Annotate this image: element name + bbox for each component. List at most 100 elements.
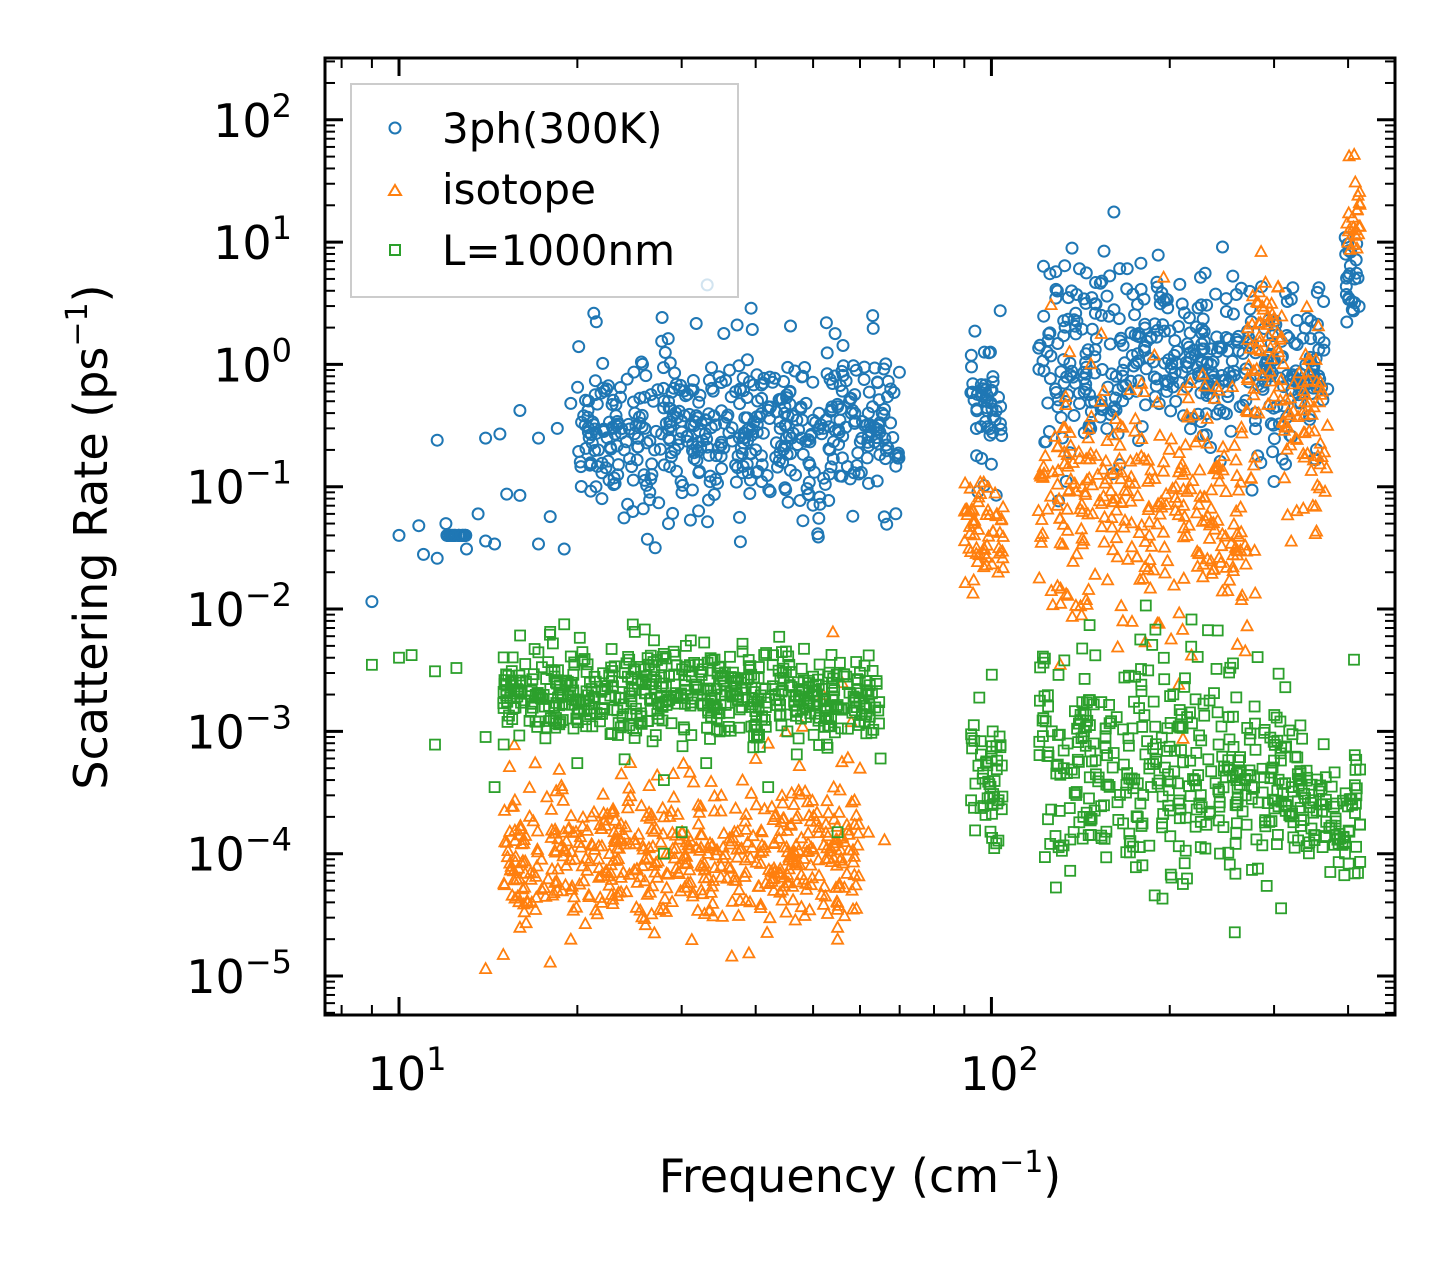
point-boundary xyxy=(702,682,715,695)
point-3ph xyxy=(730,318,744,332)
point-isotope xyxy=(1214,538,1229,552)
point-boundary xyxy=(608,660,621,673)
point-boundary xyxy=(1231,792,1244,805)
point-isotope xyxy=(1348,227,1363,241)
point-boundary xyxy=(1071,753,1084,766)
point-isotope xyxy=(709,847,724,861)
point-boundary xyxy=(1078,673,1091,685)
point-isotope xyxy=(779,904,794,918)
point-3ph xyxy=(1037,309,1051,323)
point-isotope xyxy=(811,868,827,881)
point-boundary xyxy=(605,643,618,655)
point-isotope xyxy=(1254,244,1269,257)
point-3ph xyxy=(513,488,527,502)
point-3ph xyxy=(732,359,746,373)
point-isotope xyxy=(704,885,719,898)
point-isotope xyxy=(578,916,593,929)
point-isotope xyxy=(1166,577,1182,591)
point-isotope xyxy=(980,502,996,516)
point-isotope xyxy=(1062,344,1077,358)
point-isotope xyxy=(1147,471,1162,484)
point-isotope xyxy=(1253,343,1268,357)
legend-marker-3ph xyxy=(388,121,402,135)
point-3ph xyxy=(657,381,670,395)
point-boundary xyxy=(1203,807,1216,820)
point-boundary xyxy=(1103,699,1115,711)
point-boundary xyxy=(1295,784,1308,797)
point-isotope xyxy=(1243,340,1258,354)
point-isotope xyxy=(1074,496,1089,510)
point-boundary xyxy=(1064,864,1077,877)
point-3ph xyxy=(855,431,869,445)
point-3ph xyxy=(460,542,473,556)
point-isotope xyxy=(1124,614,1140,627)
point-3ph xyxy=(964,348,978,362)
point-isotope xyxy=(1340,234,1355,248)
point-isotope xyxy=(805,793,820,806)
point-isotope xyxy=(1312,480,1327,494)
point-boundary xyxy=(1149,720,1162,733)
point-isotope xyxy=(644,906,659,920)
point-3ph xyxy=(701,515,714,529)
point-isotope xyxy=(664,803,679,817)
point-boundary xyxy=(571,757,584,769)
point-boundary xyxy=(564,650,577,663)
point-3ph xyxy=(493,427,507,441)
point-isotope xyxy=(817,878,832,892)
point-isotope xyxy=(1252,284,1267,298)
point-boundary xyxy=(1164,804,1176,817)
point-isotope xyxy=(828,835,843,849)
point-boundary xyxy=(835,722,848,735)
point-3ph xyxy=(1164,404,1178,418)
point-boundary xyxy=(795,662,808,675)
point-3ph xyxy=(781,360,795,374)
point-isotope xyxy=(478,961,493,974)
point-isotope xyxy=(1061,483,1076,497)
point-boundary xyxy=(1076,642,1089,655)
point-isotope xyxy=(1286,376,1301,390)
point-boundary xyxy=(986,832,998,844)
point-isotope xyxy=(735,772,750,786)
point-boundary xyxy=(1279,681,1292,694)
point-isotope xyxy=(749,797,764,811)
point-isotope xyxy=(557,841,572,855)
point-boundary xyxy=(1100,778,1113,791)
point-3ph xyxy=(392,528,406,542)
point-isotope xyxy=(697,862,712,876)
point-isotope xyxy=(761,862,776,875)
point-boundary xyxy=(573,631,586,644)
point-isotope xyxy=(621,780,637,794)
point-isotope xyxy=(814,887,829,900)
point-isotope xyxy=(844,794,859,808)
point-3ph xyxy=(1192,369,1206,383)
point-isotope xyxy=(1280,507,1295,521)
point-3ph xyxy=(1290,313,1304,327)
point-3ph xyxy=(564,396,578,410)
point-isotope xyxy=(665,894,680,907)
point-3ph xyxy=(861,431,875,444)
point-isotope xyxy=(657,891,672,905)
point-boundary xyxy=(813,658,826,671)
point-3ph xyxy=(1051,400,1065,414)
point-isotope xyxy=(1277,422,1292,436)
point-3ph xyxy=(430,433,444,447)
point-3ph xyxy=(984,457,998,471)
point-3ph xyxy=(833,413,847,427)
point-3ph xyxy=(684,383,698,397)
point-isotope xyxy=(768,806,783,820)
y-tick-label: 10−3 xyxy=(186,698,292,759)
point-isotope xyxy=(985,523,1001,537)
point-3ph xyxy=(862,476,875,490)
point-3ph xyxy=(365,595,379,609)
point-boundary xyxy=(1178,681,1191,693)
point-3ph xyxy=(764,400,777,414)
point-boundary xyxy=(1296,732,1308,745)
point-3ph xyxy=(572,340,586,354)
point-3ph xyxy=(1348,296,1362,310)
point-3ph xyxy=(655,334,669,348)
point-isotope xyxy=(637,873,652,887)
point-isotope xyxy=(1063,438,1078,451)
point-isotope xyxy=(1124,515,1139,529)
point-boundary xyxy=(599,682,612,695)
point-3ph xyxy=(1196,312,1210,326)
